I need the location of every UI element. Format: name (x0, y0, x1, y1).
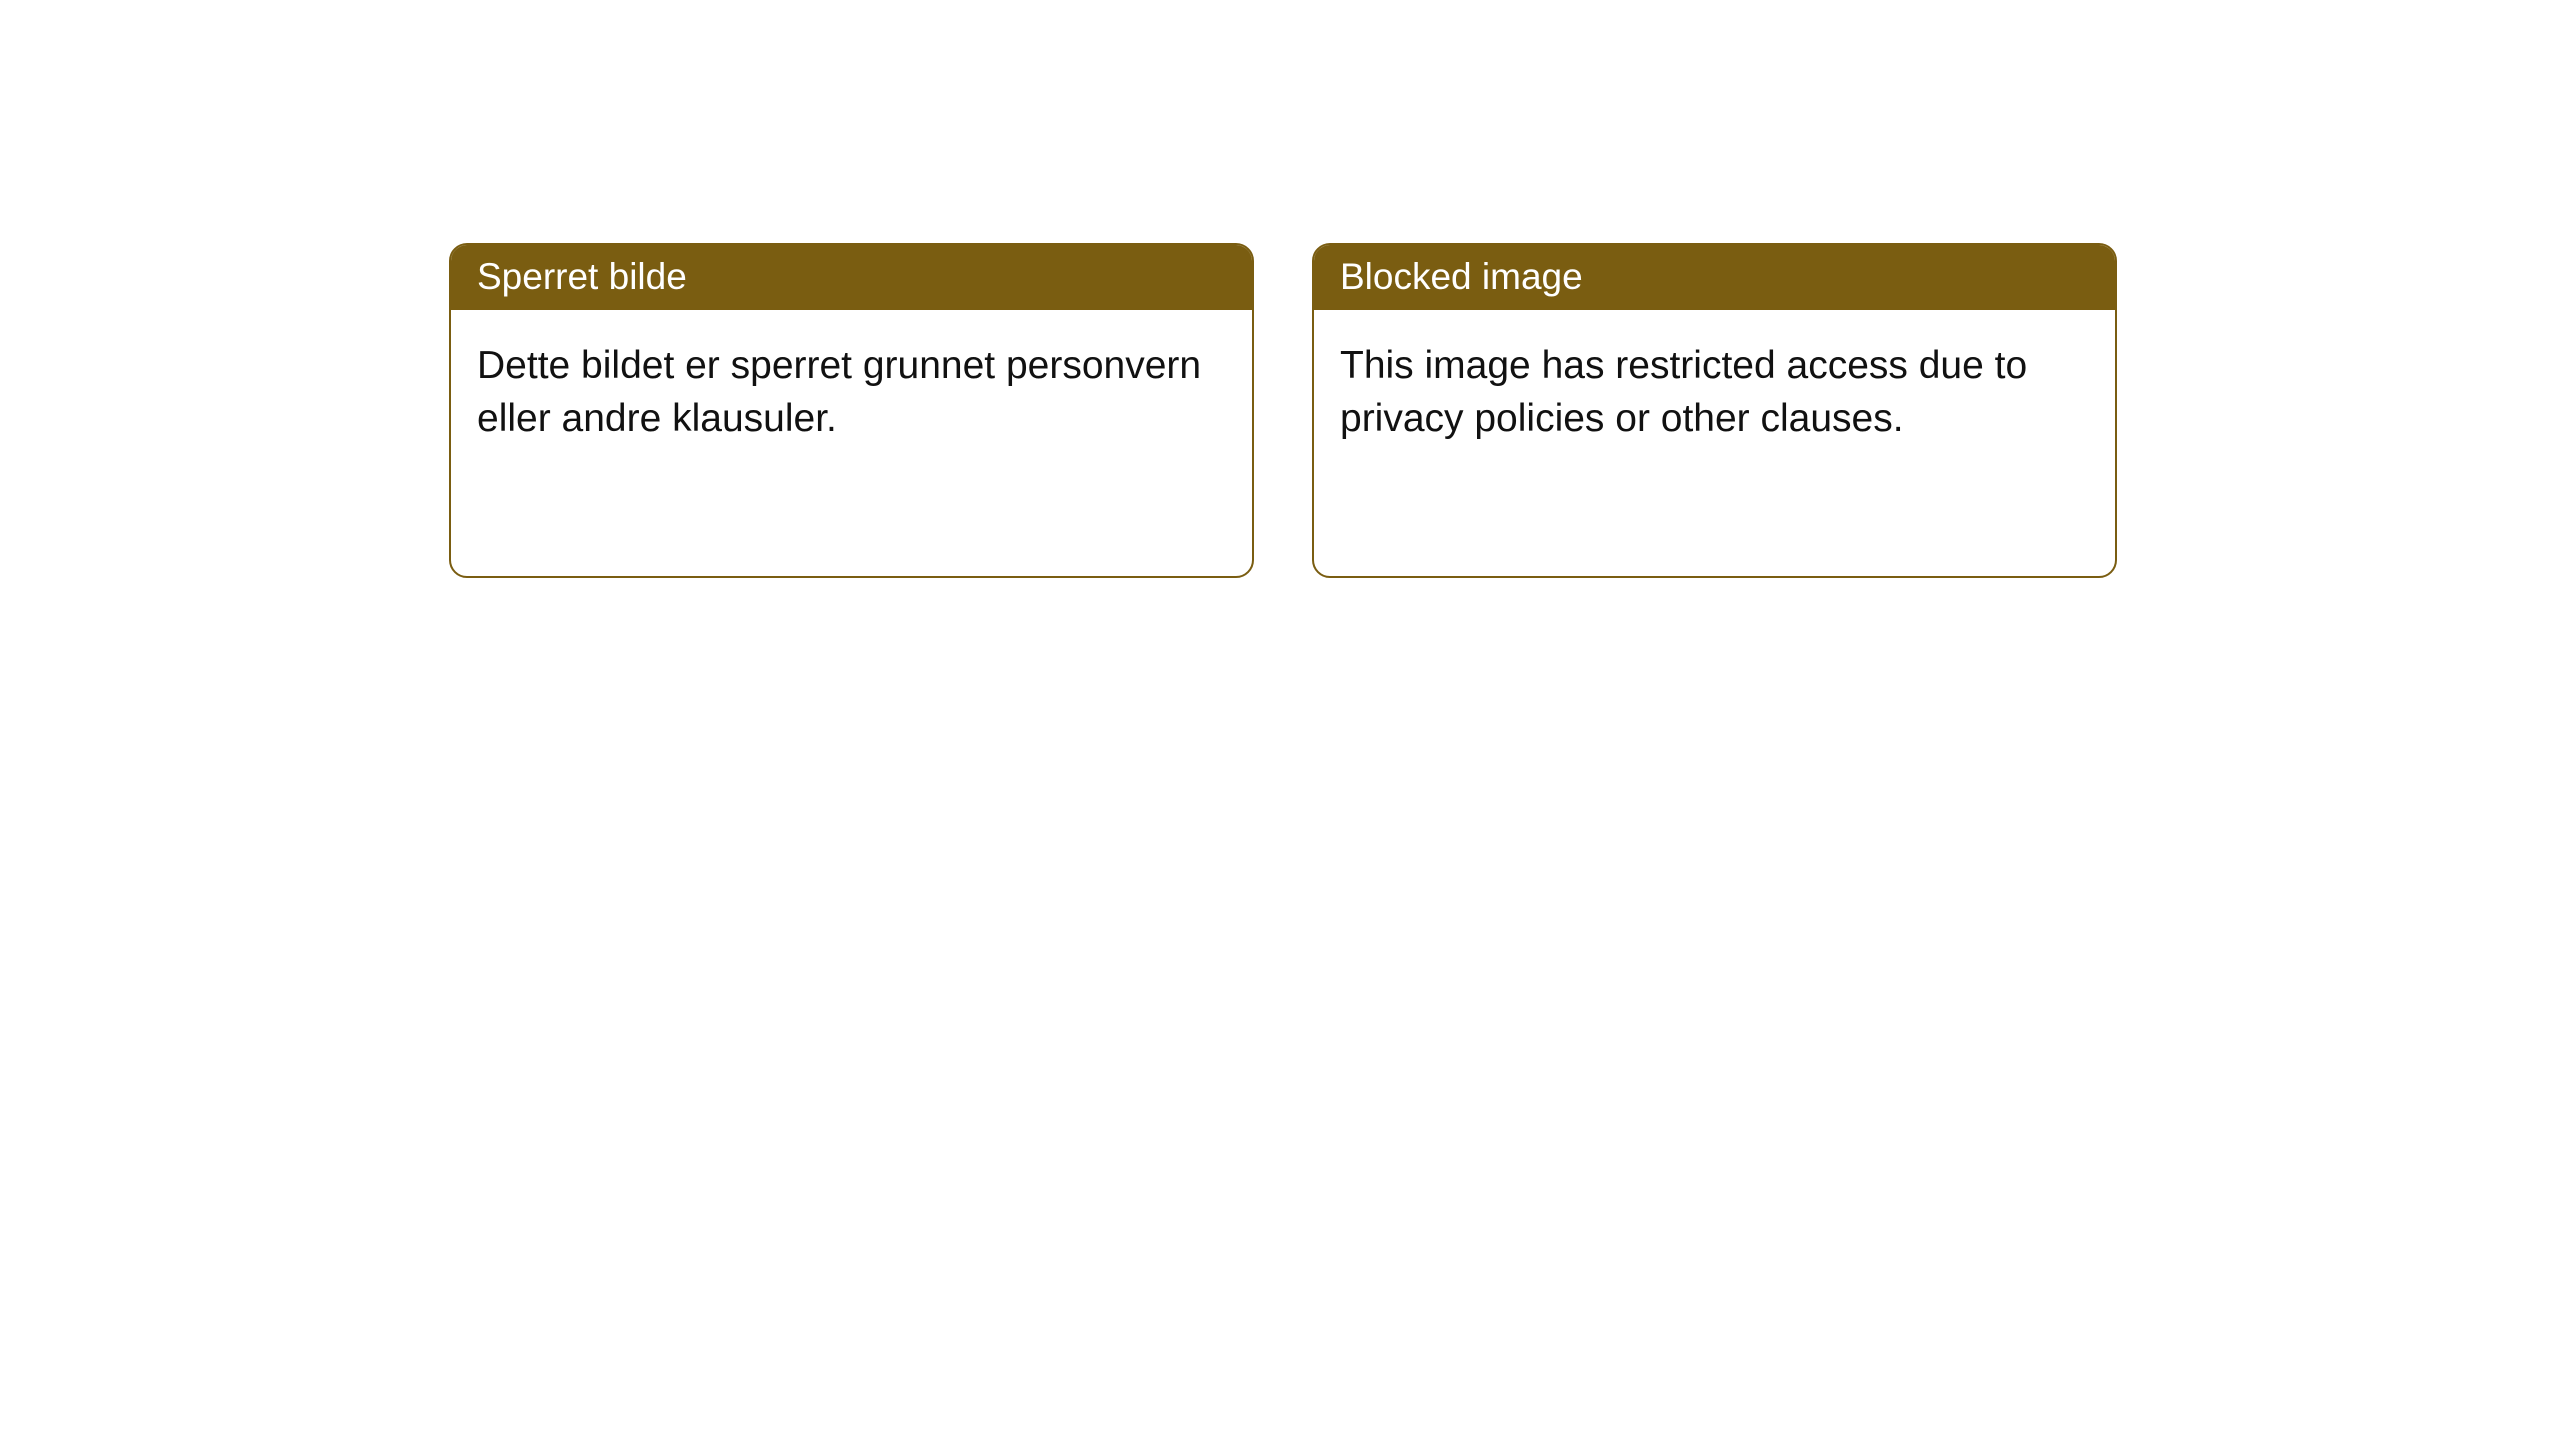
card-body: This image has restricted access due to … (1314, 310, 2115, 475)
card-title: Blocked image (1314, 245, 2115, 310)
notice-card-english: Blocked image This image has restricted … (1312, 243, 2117, 578)
card-title: Sperret bilde (451, 245, 1252, 310)
card-body: Dette bildet er sperret grunnet personve… (451, 310, 1252, 475)
notice-cards-container: Sperret bilde Dette bildet er sperret gr… (0, 0, 2560, 578)
notice-card-norwegian: Sperret bilde Dette bildet er sperret gr… (449, 243, 1254, 578)
